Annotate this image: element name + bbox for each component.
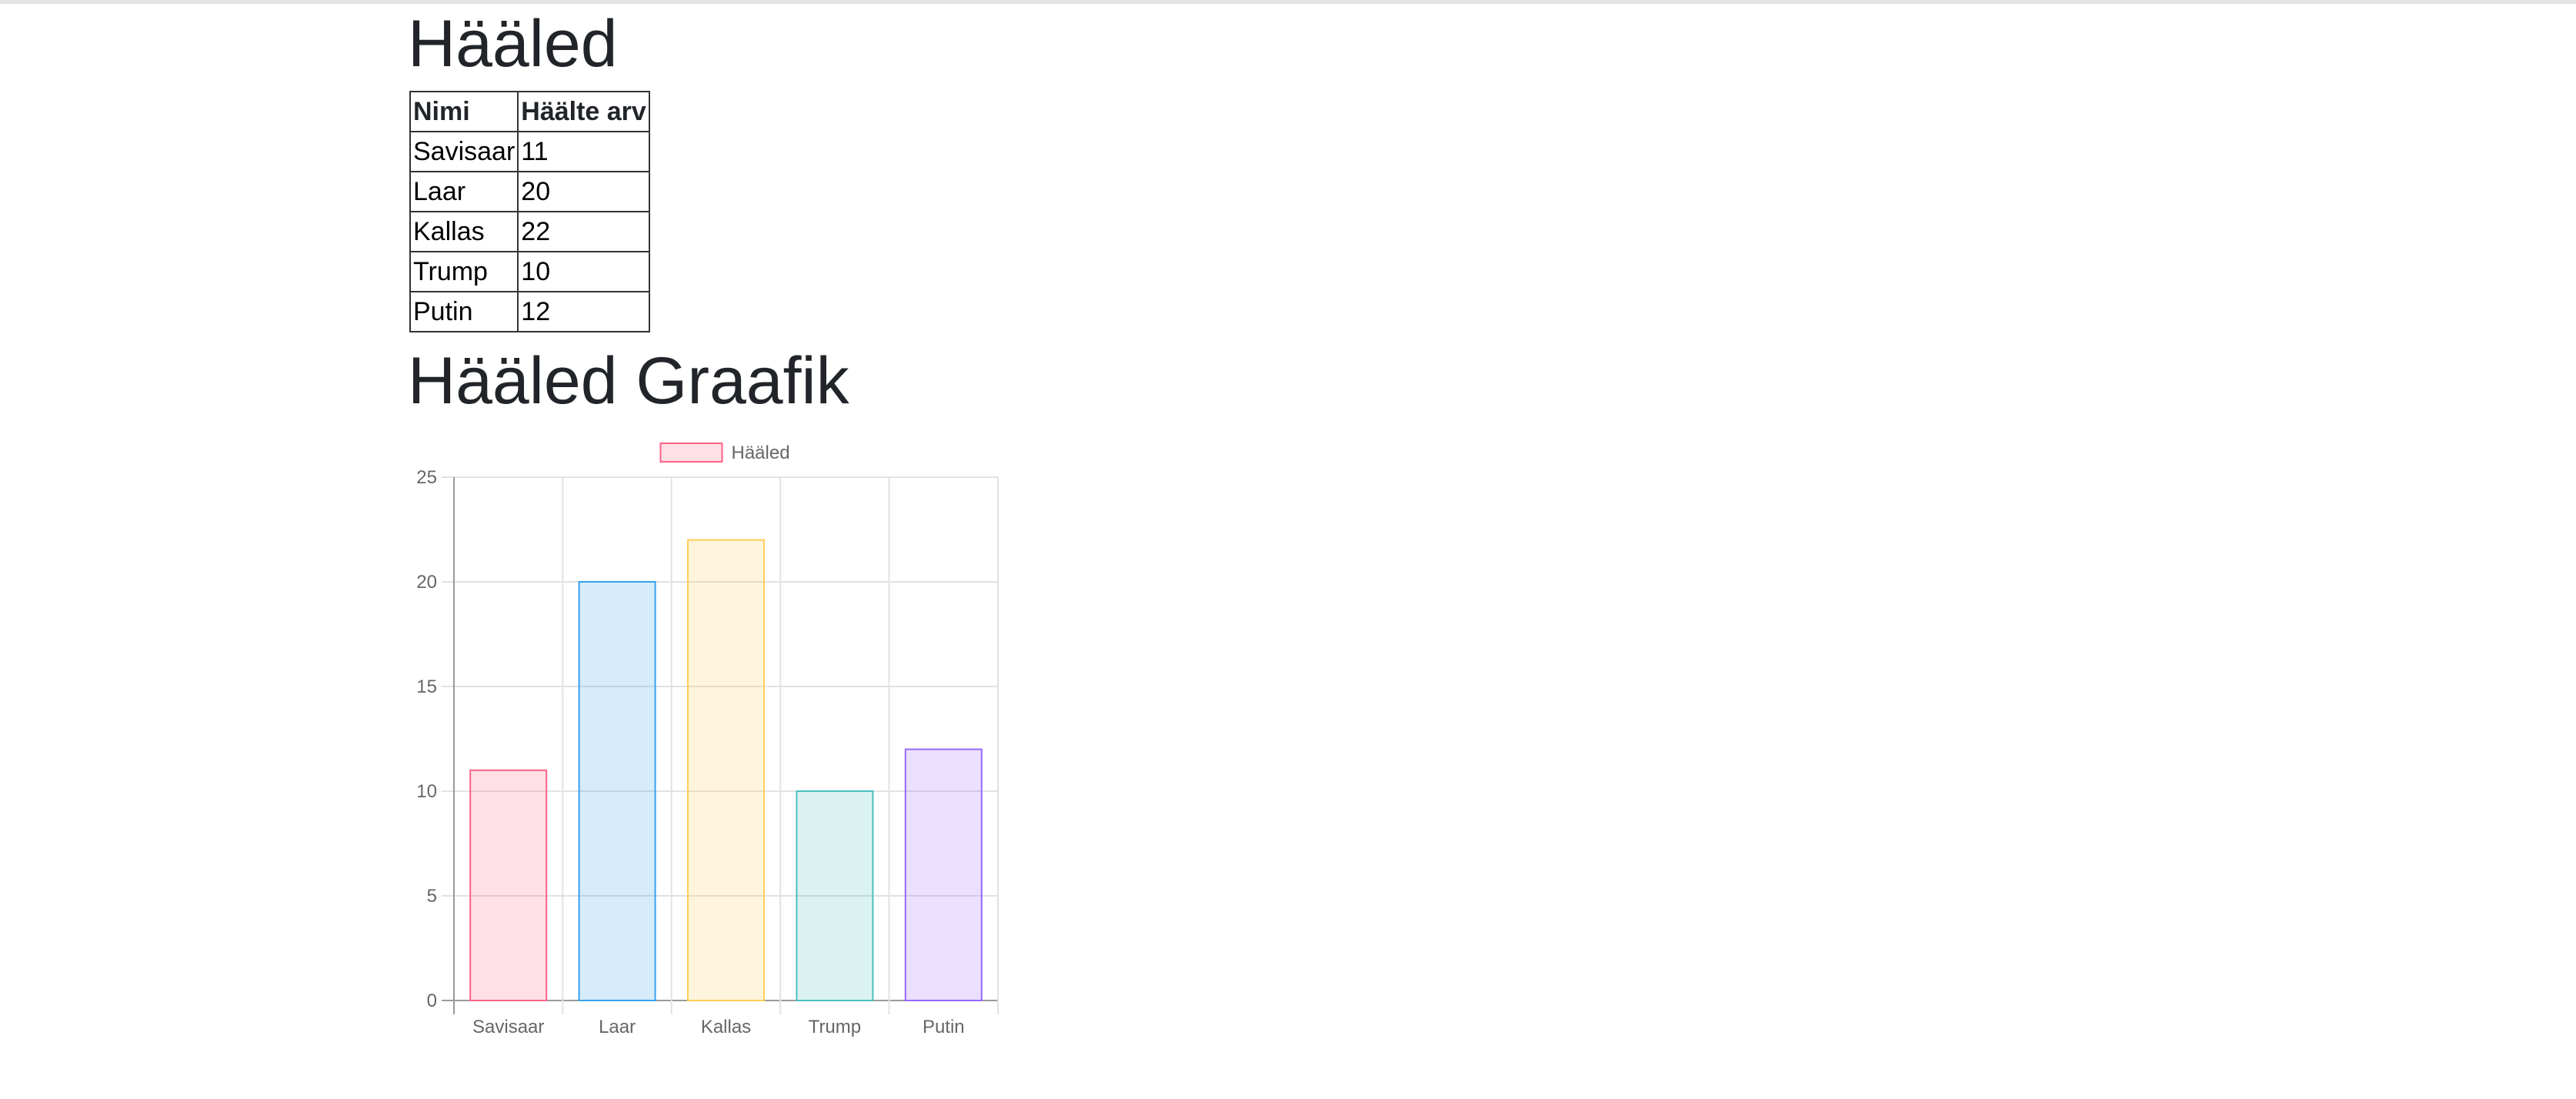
bar	[469, 769, 548, 1001]
bar	[687, 539, 765, 1002]
cell-name: Trump	[409, 251, 519, 292]
top-border	[0, 0, 2576, 4]
x-tick-label: Laar	[599, 1017, 636, 1037]
cell-votes: 20	[517, 171, 650, 212]
cell-name: Putin	[409, 291, 519, 332]
y-tick-label: 5	[427, 886, 437, 907]
cell-votes: 10	[517, 251, 650, 292]
y-tick-label: 20	[416, 572, 437, 593]
x-tick-label: Savisaar	[472, 1017, 544, 1037]
x-tick-label: Putin	[923, 1017, 965, 1037]
legend-label: Hääled	[732, 443, 790, 463]
cell-name: Kallas	[409, 211, 519, 252]
votes-heading: Hääled	[408, 7, 618, 81]
header-name: Nimi	[409, 91, 519, 132]
cell-name: Savisaar	[409, 131, 519, 172]
table-row: Putin 12	[409, 291, 650, 332]
y-tick-label: 10	[416, 781, 437, 802]
legend-swatch	[659, 443, 723, 463]
x-tick-label: Kallas	[701, 1017, 751, 1037]
cell-votes: 22	[517, 211, 650, 252]
bar	[578, 581, 656, 1001]
bar-chart-svg: 0 5 10 15 20 25 Savisaar Laar Kallas Trump Putin Hä…	[416, 443, 999, 1037]
y-tick-label: 15	[416, 676, 437, 697]
x-tick-label: Trump	[809, 1017, 861, 1037]
bar	[904, 748, 983, 1001]
bar-chart: 0 5 10 15 20 25 Savisaar Laar Kallas Trump Putin Hä…	[408, 431, 1177, 1047]
y-tick-label: 25	[416, 467, 437, 488]
bar	[796, 790, 874, 1001]
table-row: Savisaar 11	[409, 131, 650, 172]
header-vote-count: Häälte arv	[517, 91, 650, 132]
table-row: Laar 20	[409, 171, 650, 212]
table-row: Kallas 22	[409, 211, 650, 252]
cell-votes: 11	[517, 131, 650, 172]
table-row: Trump 10	[409, 251, 650, 292]
votes-table: Nimi Häälte arv Savisaar 11 Laar 20 Kall…	[409, 91, 650, 332]
cell-name: Laar	[409, 171, 519, 212]
chart-heading: Hääled Graafik	[408, 344, 849, 418]
cell-votes: 12	[517, 291, 650, 332]
table-header-row: Nimi Häälte arv	[409, 91, 650, 132]
y-tick-label: 0	[427, 990, 437, 1011]
